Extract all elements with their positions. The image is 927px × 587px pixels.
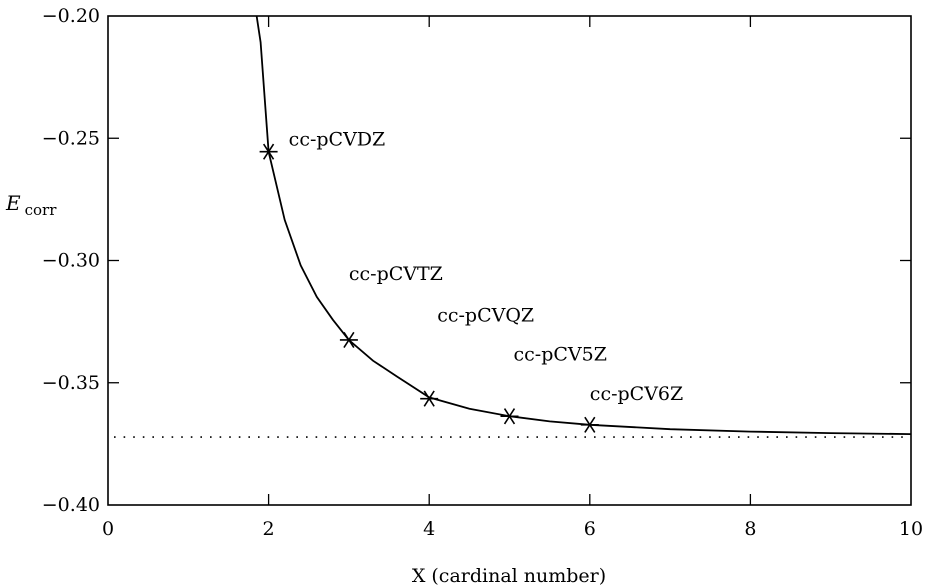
y-tick-label: −0.25 [42,127,100,149]
point-annotation: cc-pCVTZ [349,263,443,285]
asterisk-stroke [423,390,435,407]
y-tick-label: −0.30 [42,250,100,272]
y-tick-label: −0.40 [42,494,100,516]
y-tick-label: −0.35 [42,372,100,394]
x-tick-label: 2 [263,518,275,540]
data-marks [114,15,912,438]
point-annotation: cc-pCVDZ [289,128,386,150]
point-annotation: cc-pCVQZ [437,305,534,327]
x-tick-label: 0 [102,518,114,540]
x-tick-label: 10 [899,518,923,540]
point-annotation: cc-pCV6Z [590,383,683,405]
y-axis-label-sub: corr [25,201,58,219]
x-tick-label: 6 [584,518,596,540]
axis-ticks: 0 2 4 6 8 10 −0.40 −0.35 −0.30 −0.25 −0.20 [42,5,923,540]
point-annotation: cc-pCV5Z [514,344,607,366]
y-tick-label: −0.20 [42,5,100,27]
x-tick-label: 8 [744,518,756,540]
x-tick-label: 4 [423,518,435,540]
fit-curve-line [255,15,912,435]
y-axis-label-main: E [5,191,21,215]
y-axis-label: E corr [5,191,57,219]
annotations: cc-pCVDZ cc-pCVTZ cc-pCVQZ cc-pCV5Z cc-pCV6Z [289,128,684,404]
x-axis-label: X (cardinal number) [412,565,606,587]
